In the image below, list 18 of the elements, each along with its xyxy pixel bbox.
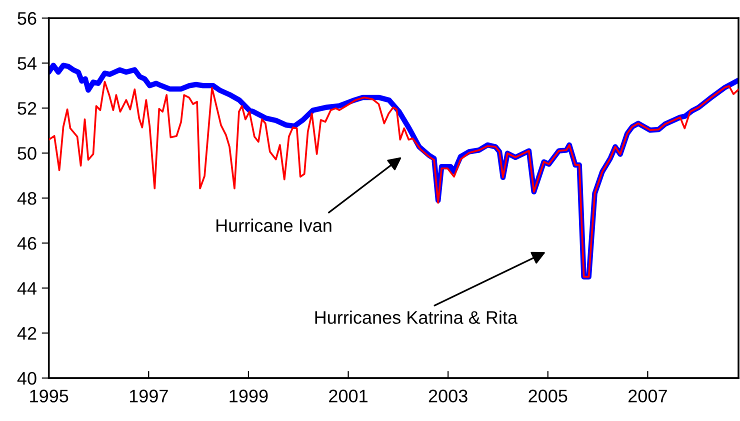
y-tick-label: 46 [17,237,36,250]
x-tick-label: 2005 [528,390,568,402]
y-tick-label: 50 [18,147,36,160]
y-tick-label: 44 [17,282,37,295]
x-tick-label: 2007 [628,390,667,402]
y-tick-label: 48 [17,192,36,205]
x-tick-label: 2001 [329,390,368,402]
x-tick-label: 2003 [428,390,468,402]
y-tick-label: 40 [17,372,36,385]
x-tick-label: 1999 [230,390,268,402]
x-tick-label: 1997 [130,390,168,402]
y-tick-label: 56 [18,12,36,25]
annotation: Hurricanes Katrina & Rita [315,310,518,324]
y-tick-label: 52 [18,102,36,115]
y-tick-label: 54 [18,57,37,70]
annotation: Hurricane Ivan [216,218,332,232]
x-tick-label: 1995 [30,390,68,402]
y-tick-label: 42 [17,327,36,340]
